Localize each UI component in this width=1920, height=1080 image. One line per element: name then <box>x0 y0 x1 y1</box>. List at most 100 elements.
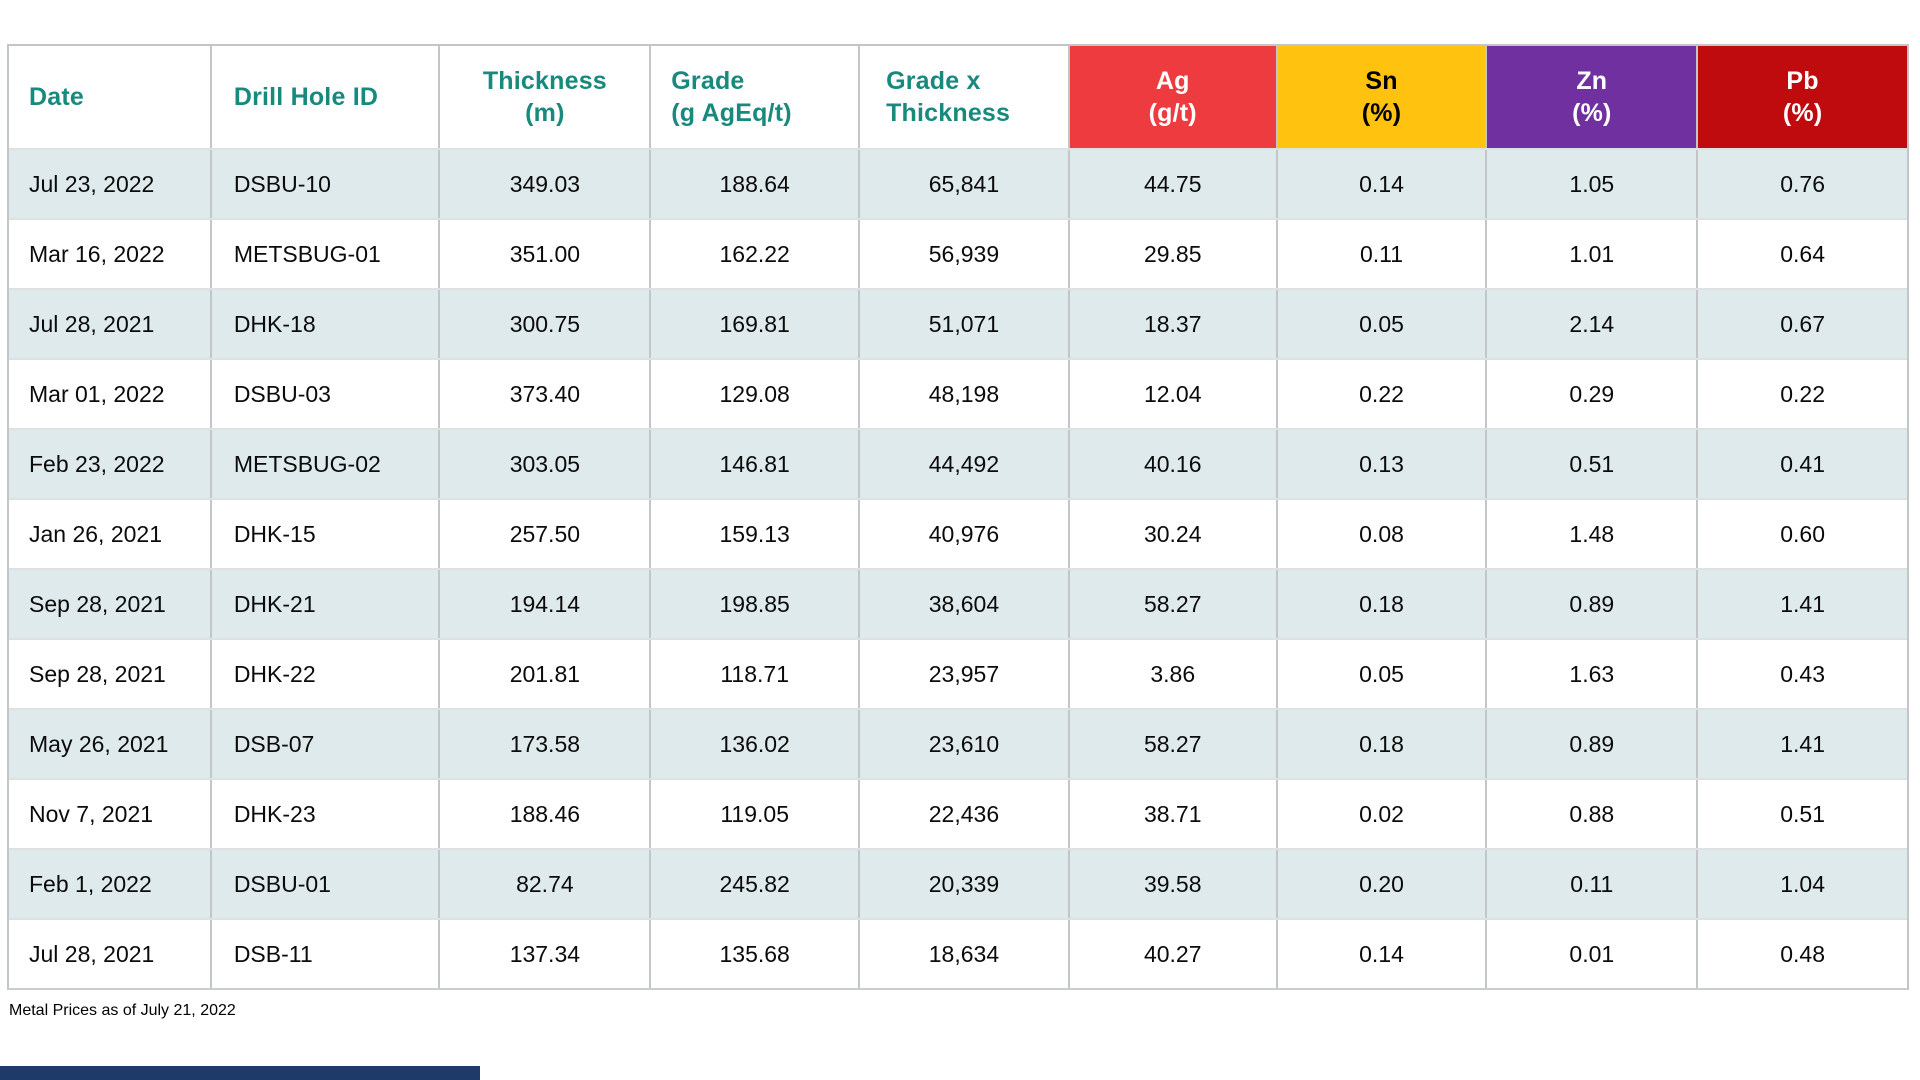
cell-grade: 198.85 <box>651 570 861 638</box>
cell-thickness: 300.75 <box>440 290 652 358</box>
cell-date: Jul 23, 2022 <box>9 150 212 218</box>
cell-drill-hole-id: DSB-07 <box>212 710 441 778</box>
table-row: Jul 28, 2021 DSB-11 137.34 135.68 18,634 40.2… <box>9 918 1907 988</box>
cell-zn: 0.51 <box>1487 430 1699 498</box>
cell-grade: 119.05 <box>651 780 861 848</box>
cell-thickness: 351.00 <box>440 220 652 288</box>
cell-date: Feb 1, 2022 <box>9 850 212 918</box>
cell-zn: 2.14 <box>1487 290 1699 358</box>
cell-thickness: 188.46 <box>440 780 652 848</box>
table-body: Jul 23, 2022 DSBU-10 349.03 188.64 65,841 44.… <box>9 148 1907 988</box>
cell-grade-x-thickness: 48,198 <box>860 360 1070 428</box>
cell-drill-hole-id: DSBU-03 <box>212 360 441 428</box>
cell-drill-hole-id: DHK-23 <box>212 780 441 848</box>
cell-date: Feb 23, 2022 <box>9 430 212 498</box>
cell-date: May 26, 2021 <box>9 710 212 778</box>
cell-sn: 0.05 <box>1278 290 1488 358</box>
metal-prices-footnote: Metal Prices as of July 21, 2022 <box>9 1002 236 1019</box>
cell-zn: 1.05 <box>1487 150 1699 218</box>
cell-drill-hole-id: DSBU-01 <box>212 850 441 918</box>
header-label-line1: Grade x <box>886 67 981 95</box>
header-label-line1: Drill Hole ID <box>233 83 379 111</box>
cell-grade: 169.81 <box>651 290 861 358</box>
header-label-line2: Thickness <box>886 99 1011 127</box>
cell-pb: 0.67 <box>1780 310 1825 337</box>
table-row: Jul 28, 2021 DHK-18 300.75 169.81 51,071 18.3… <box>9 288 1907 358</box>
table-row: Feb 23, 2022 METSBUG-02 303.05 146.81 44,492… <box>9 428 1907 498</box>
cell-grade-x-thickness: 65,841 <box>860 150 1070 218</box>
cell-date: Jul 28, 2021 <box>9 920 212 988</box>
header-label-line2: (g AgEq/t) <box>671 99 792 127</box>
table-row: Mar 16, 2022 METSBUG-01 351.00 162.22 56,939… <box>9 218 1907 288</box>
cell-thickness: 173.58 <box>440 710 652 778</box>
header-label-line1: Ag <box>1155 67 1190 95</box>
cell-grade-x-thickness: 23,610 <box>860 710 1070 778</box>
cell-zn: 0.89 <box>1487 570 1699 638</box>
cell-drill-hole-id: METSBUG-02 <box>212 430 441 498</box>
header-row: Date Drill Hole ID Thickness (m) Grade (g AgE… <box>9 46 1907 148</box>
cell-zn: 0.29 <box>1487 360 1699 428</box>
cell-ag: 12.04 <box>1070 360 1278 428</box>
table-row: Feb 1, 2022 DSBU-01 82.74 245.82 20,339 39.58… <box>9 848 1907 918</box>
cell-pb: 1.41 <box>1780 730 1825 757</box>
cell-thickness: 303.05 <box>440 430 652 498</box>
cell-drill-hole-id: DHK-22 <box>212 640 441 708</box>
cell-grade-x-thickness: 38,604 <box>860 570 1070 638</box>
cell-drill-hole-id: DSBU-10 <box>212 150 441 218</box>
cell-date: Mar 01, 2022 <box>9 360 212 428</box>
cell-pb: 1.41 <box>1780 590 1825 617</box>
cell-ag: 40.16 <box>1070 430 1278 498</box>
header-cell-grade: Grade (g AgEq/t) <box>651 46 861 148</box>
header-label-line1: Sn <box>1365 67 1398 95</box>
cell-grade-x-thickness: 56,939 <box>860 220 1070 288</box>
cell-thickness: 194.14 <box>440 570 652 638</box>
cell-sn: 0.20 <box>1278 850 1488 918</box>
table-row: Sep 28, 2021 DHK-22 201.81 118.71 23,957 3.86… <box>9 638 1907 708</box>
header-cell-date: Date <box>9 46 212 148</box>
cell-zn: 0.89 <box>1487 710 1699 778</box>
cell-drill-hole-id: METSBUG-01 <box>212 220 441 288</box>
cell-grade-x-thickness: 22,436 <box>860 780 1070 848</box>
table-row: Mar 01, 2022 DSBU-03 373.40 129.08 48,198 12.… <box>9 358 1907 428</box>
cell-ag: 39.58 <box>1070 850 1278 918</box>
cell-grade: 245.82 <box>651 850 861 918</box>
cell-ag: 58.27 <box>1070 570 1278 638</box>
header-label-line2: (%) <box>1572 99 1612 127</box>
header-label-line1: Pb <box>1786 67 1819 95</box>
cell-grade: 135.68 <box>651 920 861 988</box>
bottom-accent-bar <box>0 1066 480 1080</box>
cell-pb: 0.51 <box>1780 800 1825 827</box>
cell-zn: 0.01 <box>1487 920 1699 988</box>
header-label-line1: Date <box>29 83 84 111</box>
header-label-line2: (m) <box>525 99 565 127</box>
cell-grade: 136.02 <box>651 710 861 778</box>
header-label-line2: (%) <box>1361 99 1402 127</box>
cell-thickness: 82.74 <box>440 850 652 918</box>
header-cell-thickness: Thickness (m) <box>440 46 652 148</box>
cell-sn: 0.08 <box>1278 500 1488 568</box>
table-row: Nov 7, 2021 DHK-23 188.46 119.05 22,436 38.71… <box>9 778 1907 848</box>
cell-grade-x-thickness: 18,634 <box>860 920 1070 988</box>
cell-thickness: 257.50 <box>440 500 652 568</box>
cell-pb: 0.41 <box>1780 450 1825 477</box>
cell-pb: 0.60 <box>1780 520 1825 547</box>
header-cell-zn: Zn (%) <box>1487 46 1699 148</box>
table-row: May 26, 2021 DSB-07 173.58 136.02 23,610 58.2… <box>9 708 1907 778</box>
header-cell-grade-x-thickness: Grade x Thickness <box>860 46 1070 148</box>
cell-pb: 0.48 <box>1780 940 1825 967</box>
cell-grade-x-thickness: 40,976 <box>860 500 1070 568</box>
cell-ag: 58.27 <box>1070 710 1278 778</box>
header-cell-drill-hole-id: Drill Hole ID <box>212 46 441 148</box>
cell-ag: 30.24 <box>1070 500 1278 568</box>
cell-sn: 0.14 <box>1278 920 1488 988</box>
cell-sn: 0.22 <box>1278 360 1488 428</box>
cell-date: Sep 28, 2021 <box>9 570 212 638</box>
cell-zn: 0.88 <box>1487 780 1699 848</box>
cell-sn: 0.11 <box>1278 220 1488 288</box>
table-header-row: Date Drill Hole ID Thickness (m) Grade (g AgE… <box>9 46 1907 148</box>
cell-grade: 159.13 <box>651 500 861 568</box>
drill-results-table: Date Drill Hole ID Thickness (m) Grade (g AgE… <box>7 44 1909 990</box>
cell-grade: 146.81 <box>651 430 861 498</box>
cell-zn: 0.11 <box>1487 850 1699 918</box>
cell-zn: 1.63 <box>1487 640 1699 708</box>
